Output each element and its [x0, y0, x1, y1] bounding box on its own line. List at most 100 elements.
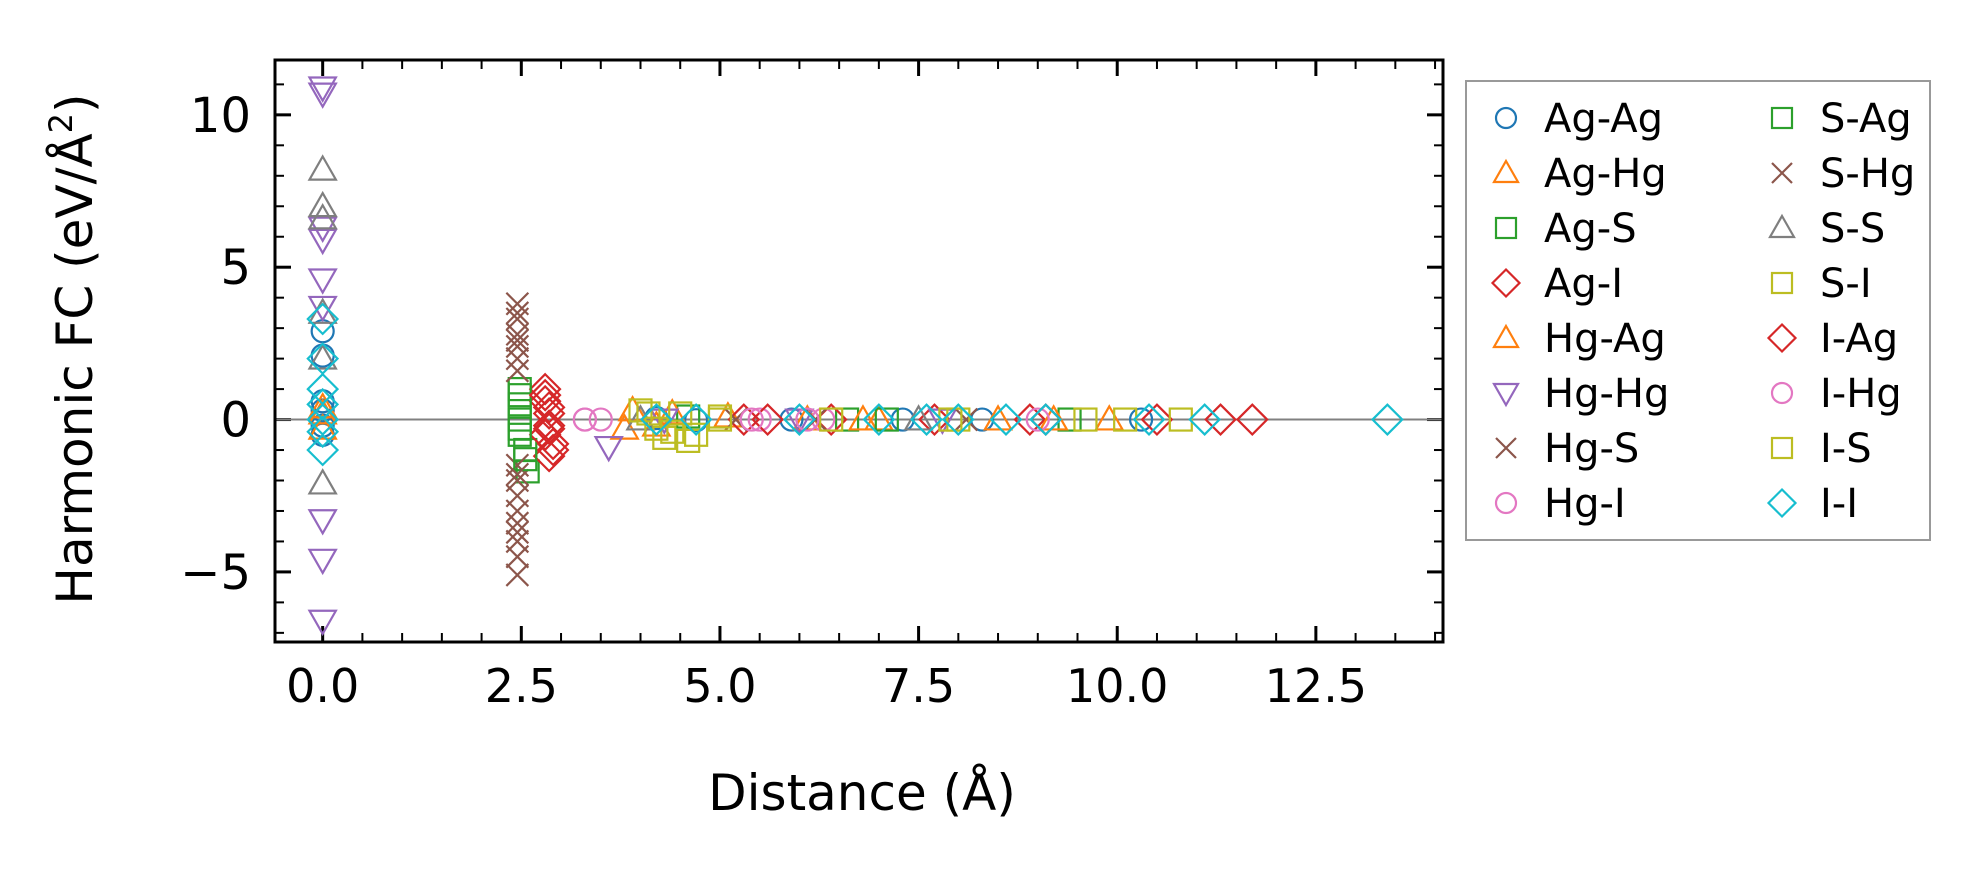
- y-axis-label: Harmonic FC (eV/Å2): [42, 93, 104, 604]
- axes-frame: [273, 58, 1445, 644]
- data-point: [306, 302, 340, 336]
- data-point: [652, 425, 677, 450]
- legend-item: I-I: [1766, 481, 1858, 527]
- data-point: [863, 404, 894, 431]
- legend-marker: [1770, 271, 1794, 295]
- data-point: [609, 413, 640, 440]
- legend-label: Hg-Hg: [1544, 371, 1669, 417]
- data-point: [941, 403, 975, 436]
- legend-marker: [1492, 382, 1520, 408]
- data-point: [505, 322, 530, 347]
- data-point: [1188, 403, 1222, 436]
- legend-label: Ag-Ag: [1544, 96, 1663, 142]
- legend-marker: [1495, 437, 1517, 459]
- legend-item: I-Ag: [1766, 316, 1898, 362]
- series-i-i: [306, 302, 1404, 467]
- data-point: [684, 408, 709, 433]
- data-point: [532, 412, 566, 446]
- legend-label: I-I: [1820, 481, 1858, 527]
- data-point: [307, 76, 338, 103]
- data-point: [862, 403, 896, 436]
- data-point: [507, 422, 532, 447]
- x-tick-label: 12.5: [1265, 659, 1367, 713]
- x-tick-label: 2.5: [485, 659, 558, 713]
- data-point: [588, 407, 613, 432]
- data-point: [528, 378, 562, 412]
- legend-marker: [1494, 106, 1518, 130]
- data-point: [307, 509, 338, 536]
- data-point: [1168, 407, 1193, 432]
- data-point: [572, 407, 597, 432]
- data-point: [639, 403, 673, 436]
- series-hg-s: [505, 291, 979, 587]
- data-point: [739, 407, 764, 432]
- data-point: [679, 403, 713, 436]
- legend-marker: [1492, 158, 1520, 184]
- x-tick-label: 10.0: [1066, 659, 1168, 713]
- data-point: [307, 228, 338, 256]
- data-point: [505, 462, 530, 487]
- data-point: [1204, 403, 1237, 436]
- data-point: [307, 268, 338, 295]
- data-point: [536, 433, 570, 467]
- y-axis-label-main: Harmonic FC (eV/Å: [46, 133, 104, 604]
- data-point: [310, 343, 335, 368]
- series-s-i: [628, 398, 1193, 450]
- data-point: [1073, 407, 1098, 432]
- data-point: [644, 416, 669, 441]
- data-point: [307, 82, 338, 109]
- data-point: [707, 407, 733, 432]
- data-point: [660, 419, 685, 444]
- data-point: [727, 403, 761, 436]
- data-point: [593, 435, 624, 463]
- data-point: [306, 415, 340, 449]
- data-point: [636, 401, 661, 426]
- data-points: [306, 76, 1404, 637]
- legend-label: Hg-Ag: [1544, 316, 1666, 362]
- data-point: [505, 520, 530, 545]
- tick-labels: 0.0 2.5 5.0 7.5 10.0 12.5 −5 0 5 10: [180, 88, 1367, 713]
- data-point: [918, 403, 951, 436]
- data-point: [795, 407, 820, 432]
- legend-label: I-Hg: [1820, 371, 1902, 417]
- legend-marker: [1494, 216, 1518, 240]
- legend-label: Ag-S: [1544, 206, 1637, 252]
- y-tick-label: 0: [220, 393, 251, 449]
- data-point: [1235, 403, 1269, 436]
- legend-box: [1465, 80, 1931, 541]
- legend-marker: [1494, 491, 1518, 515]
- legend-item: S-Ag: [1770, 96, 1912, 142]
- series-s-ag: [507, 383, 899, 472]
- data-point: [989, 403, 1023, 436]
- data-point: [970, 407, 995, 432]
- legend-item: I-S: [1770, 426, 1872, 472]
- data-point: [505, 346, 530, 371]
- x-axis-label: Distance (Å): [708, 764, 1016, 822]
- x-tick-label: 5.0: [683, 659, 756, 713]
- data-point: [1057, 407, 1082, 432]
- data-point: [505, 511, 530, 535]
- y-axis-label-superscript: 2: [42, 113, 80, 133]
- data-point: [1128, 407, 1154, 432]
- data-point: [307, 154, 338, 181]
- legend-marker: [1770, 436, 1794, 460]
- data-point: [505, 359, 530, 383]
- data-point: [910, 403, 943, 436]
- legend-label: I-Ag: [1820, 316, 1898, 362]
- legend-marker: [1490, 267, 1522, 299]
- y-tick-label: −5: [180, 545, 251, 601]
- data-point: [1094, 404, 1125, 431]
- legend-label: S-Ag: [1820, 96, 1912, 142]
- data-point: [874, 407, 899, 432]
- data-point: [306, 387, 340, 421]
- data-point: [505, 334, 530, 359]
- data-point: [954, 407, 979, 432]
- legend-label: Hg-I: [1544, 481, 1626, 527]
- data-point: [307, 609, 338, 637]
- data-point: [819, 407, 844, 432]
- data-point: [890, 407, 915, 432]
- data-point: [712, 401, 743, 428]
- data-point: [1029, 403, 1063, 436]
- data-point: [515, 459, 540, 484]
- data-point: [307, 548, 338, 576]
